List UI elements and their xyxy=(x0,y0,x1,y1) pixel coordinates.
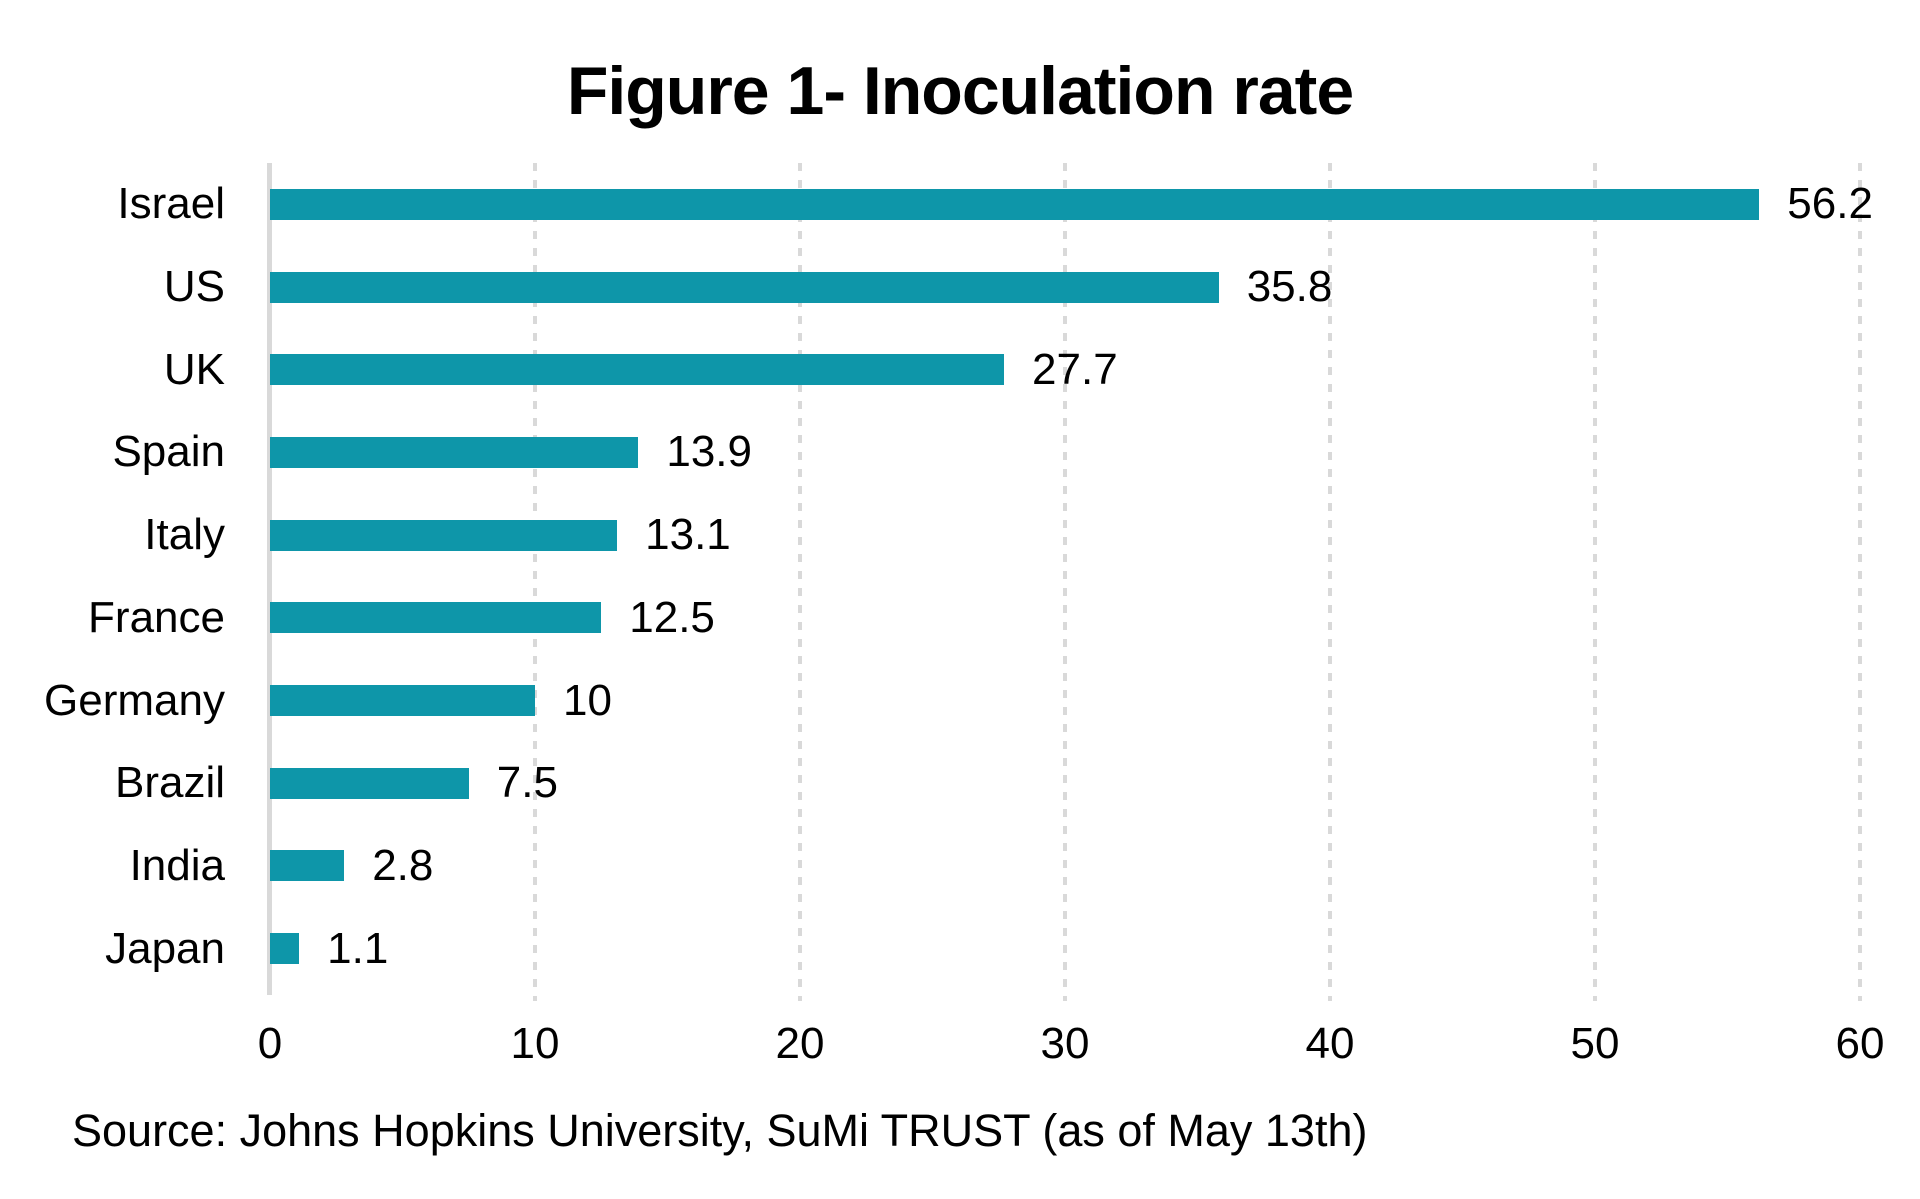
gridline-20 xyxy=(798,163,802,1001)
x-tick-10: 10 xyxy=(510,1019,560,1068)
bar-rows: Israel 56.2 US 35.8 UK 27.7 Spain 13.9 Italy 13.1… xyxy=(0,163,1920,990)
bar-row-spain: Spain 13.9 xyxy=(0,411,1920,494)
gridline-30 xyxy=(1063,163,1067,1001)
category-label-japan: Japan xyxy=(105,923,225,973)
value-label-israel: 56.2 xyxy=(1787,179,1873,229)
value-label-brazil: 7.5 xyxy=(496,758,558,808)
category-label-italy: Italy xyxy=(144,510,225,560)
bar-row-italy: Italy 13.1 xyxy=(0,494,1920,577)
bar-row-india: India 2.8 xyxy=(0,825,1920,908)
bar-spain xyxy=(270,436,639,468)
category-label-france: France xyxy=(88,592,225,642)
x-tick-40: 40 xyxy=(1305,1019,1355,1068)
chart-title: Figure 1- Inoculation rate xyxy=(566,53,1354,129)
x-tick-20: 20 xyxy=(775,1019,825,1068)
value-label-japan: 1.1 xyxy=(327,923,389,973)
category-label-uk: UK xyxy=(163,344,225,394)
bar-row-uk: UK 27.7 xyxy=(0,328,1920,411)
x-axis-tick-labels: 0 10 20 30 40 50 60 xyxy=(258,1019,1885,1082)
bar-germany xyxy=(270,685,535,717)
x-tick-60: 60 xyxy=(1835,1019,1885,1068)
value-label-france: 12.5 xyxy=(629,592,715,642)
bar-row-us: US 35.8 xyxy=(0,246,1920,329)
category-label-india: India xyxy=(129,840,225,890)
x-tick-0: 0 xyxy=(257,1019,283,1068)
y-axis-line xyxy=(267,163,272,995)
bar-italy xyxy=(270,519,618,551)
value-label-spain: 13.9 xyxy=(666,427,752,477)
bar-brazil xyxy=(270,767,469,799)
source-note: Source: Johns Hopkins University, SuMi T… xyxy=(72,1105,1368,1156)
gridline-50 xyxy=(1593,163,1597,1001)
bar-row-germany: Germany 10 xyxy=(0,659,1920,742)
bar-us xyxy=(270,271,1219,303)
bar-row-brazil: Brazil 7.5 xyxy=(0,742,1920,825)
value-label-uk: 27.7 xyxy=(1032,344,1118,394)
bar-israel xyxy=(270,188,1760,220)
plot-area xyxy=(267,163,1862,1001)
gridline-60 xyxy=(1858,163,1862,1001)
category-label-brazil: Brazil xyxy=(114,758,225,808)
bar-france xyxy=(270,602,602,634)
category-label-spain: Spain xyxy=(112,427,225,477)
gridline-10 xyxy=(533,163,537,1001)
bar-row-japan: Japan 1.1 xyxy=(0,907,1920,990)
gridline-40 xyxy=(1328,163,1332,1001)
value-label-india: 2.8 xyxy=(372,840,434,890)
x-tick-50: 50 xyxy=(1570,1019,1620,1068)
category-label-us: US xyxy=(163,262,225,312)
value-label-us: 35.8 xyxy=(1246,262,1333,312)
bar-uk xyxy=(270,354,1005,386)
category-label-israel: Israel xyxy=(117,179,225,229)
bar-india xyxy=(270,850,345,882)
bar-row-france: France 12.5 xyxy=(0,577,1920,660)
bar-row-israel: Israel 56.2 xyxy=(0,163,1920,246)
category-label-germany: Germany xyxy=(44,675,225,725)
value-label-germany: 10 xyxy=(563,675,612,725)
bar-japan xyxy=(270,933,300,965)
value-label-italy: 13.1 xyxy=(645,510,731,560)
x-tick-30: 30 xyxy=(1040,1019,1090,1068)
